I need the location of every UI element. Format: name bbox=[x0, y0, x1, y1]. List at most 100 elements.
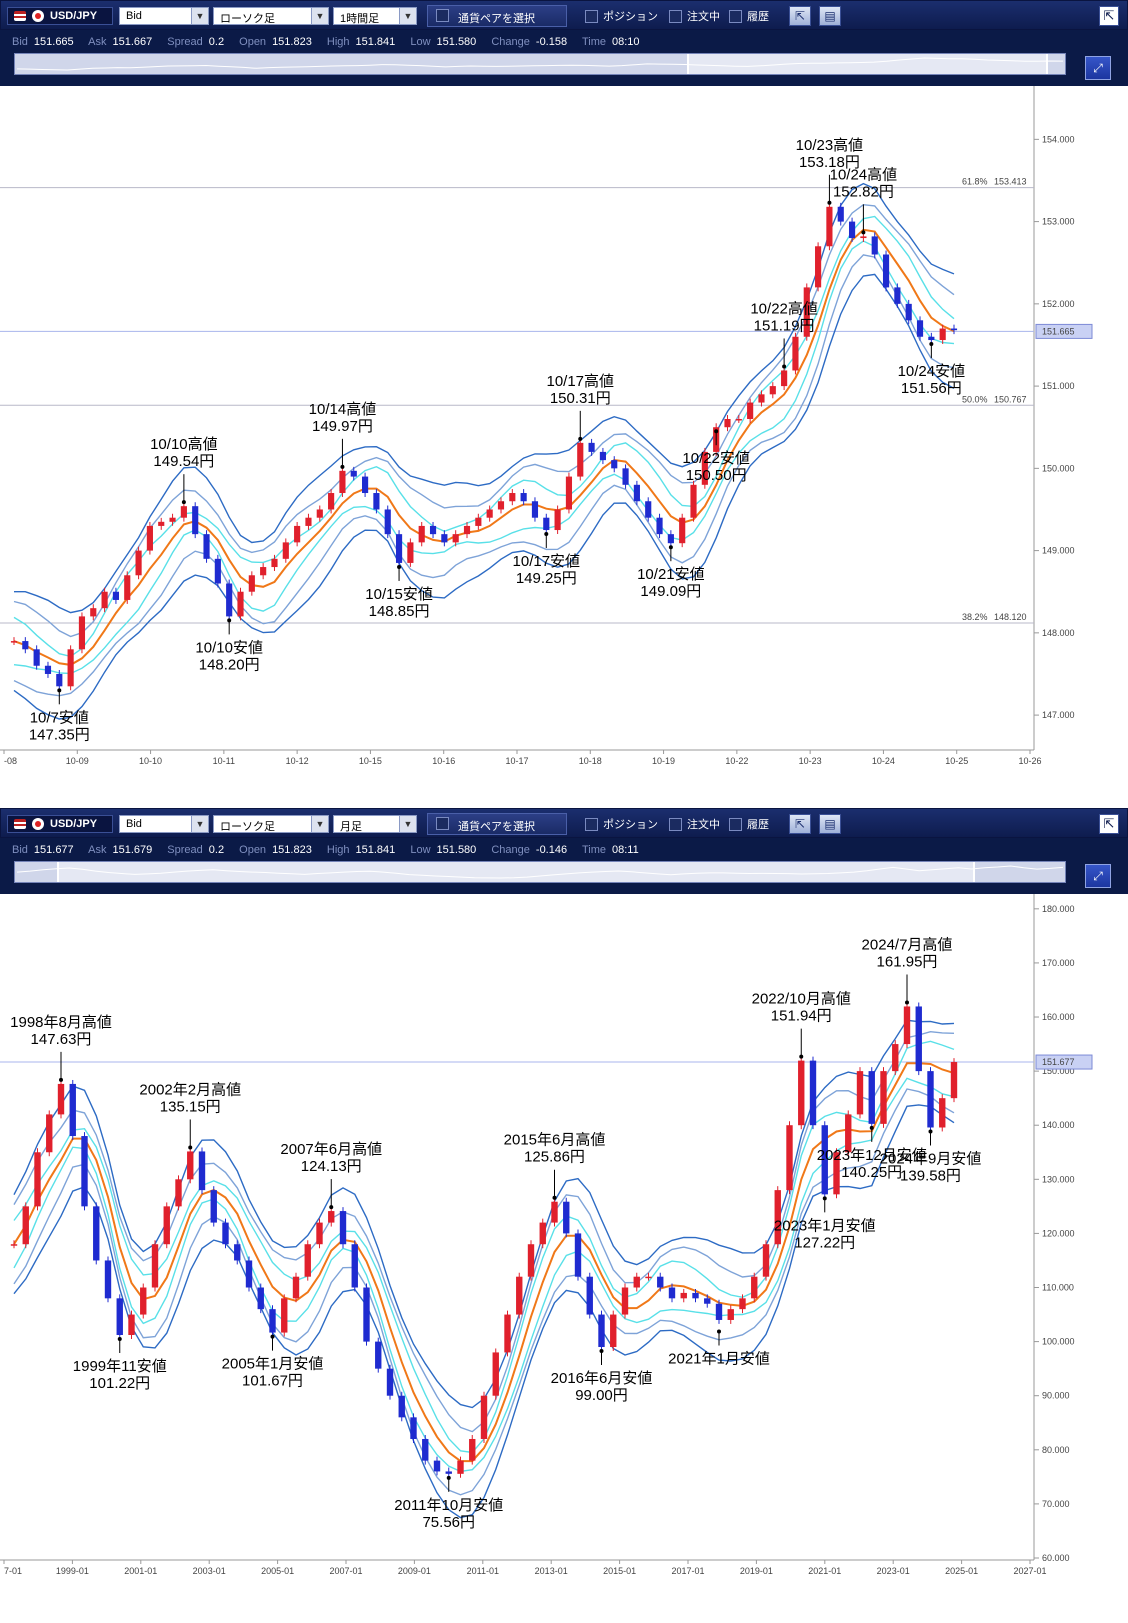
price-info-bar: Bid 151.665 Ask 151.667 Spread 0.2 Open 151.… bbox=[0, 30, 1128, 86]
zoom-expand-icon[interactable]: ⤢ bbox=[1085, 56, 1111, 80]
annotation-arrow-head bbox=[782, 364, 787, 369]
x-axis-tick-label: 2027-01 bbox=[1013, 1566, 1046, 1576]
annotation-label: 2011年10月安値 bbox=[394, 1497, 503, 1514]
y-axis-tick-label: 70.000 bbox=[1042, 1499, 1070, 1509]
position-label: ポジション bbox=[603, 819, 658, 831]
price-type-select[interactable]: Bid ▼ bbox=[119, 7, 209, 25]
currency-pair-selector[interactable]: USD/JPY bbox=[7, 815, 113, 833]
annotation-label: 1998年8月高値 bbox=[10, 1014, 112, 1031]
candle-body bbox=[101, 591, 108, 609]
candle-body bbox=[433, 1460, 441, 1472]
bollinger-band-line bbox=[13, 1104, 955, 1519]
candle-body bbox=[543, 517, 550, 531]
candle-body bbox=[520, 493, 527, 502]
annotation-label: 149.09円 bbox=[640, 583, 701, 600]
annotation-label: 124.13円 bbox=[301, 1158, 362, 1175]
select-pair-button[interactable]: 通貨ペアを選択 bbox=[427, 813, 567, 835]
navigator-window-handle[interactable] bbox=[57, 862, 975, 882]
x-axis-tick-label: 10-17 bbox=[505, 756, 528, 766]
annotation-label: 139.58円 bbox=[900, 1167, 961, 1184]
chart-type-select[interactable]: ローソク足 ▼ bbox=[213, 815, 329, 833]
candle-body bbox=[128, 1314, 135, 1336]
candle-body bbox=[701, 451, 708, 485]
chart-navigator[interactable] bbox=[14, 53, 1066, 75]
candle-body bbox=[10, 641, 18, 643]
candle-body bbox=[679, 517, 686, 544]
annotation-arrow-head bbox=[227, 618, 232, 623]
candle-body bbox=[210, 1190, 217, 1223]
chart-settings-icon[interactable]: ⇱ bbox=[789, 6, 811, 26]
candle-body bbox=[939, 328, 946, 341]
window-layout-icon[interactable]: ▤ bbox=[819, 814, 841, 834]
x-axis-tick-label: 10-19 bbox=[652, 756, 675, 766]
y-axis-tick-label: 110.000 bbox=[1042, 1283, 1074, 1293]
candle-body bbox=[815, 246, 822, 288]
spread-value: 0.2 bbox=[208, 36, 225, 48]
pair-label: USD/JPY bbox=[50, 818, 98, 830]
candle-body bbox=[363, 1287, 370, 1342]
annotation-arrow-head bbox=[270, 1334, 275, 1339]
candle-body bbox=[304, 1244, 311, 1277]
high-value: 151.841 bbox=[355, 844, 396, 856]
spread-value: 0.2 bbox=[208, 844, 225, 856]
chart-settings-icon[interactable]: ⇱ bbox=[789, 814, 811, 834]
annotation-arrow-head bbox=[822, 1196, 827, 1201]
window-layout-icon[interactable]: ▤ bbox=[819, 6, 841, 26]
price-type-select[interactable]: Bid ▼ bbox=[119, 815, 209, 833]
chevron-down-icon: ▼ bbox=[399, 8, 416, 24]
candle-body bbox=[504, 1314, 511, 1353]
candle-body bbox=[497, 501, 505, 510]
x-axis-tick-label: 1999-01 bbox=[56, 1566, 89, 1576]
history-checkbox[interactable]: 履歴 bbox=[729, 815, 783, 833]
checkbox-icon bbox=[436, 9, 449, 22]
position-checkbox[interactable]: ポジション bbox=[585, 815, 665, 833]
y-axis-tick-label: 140.000 bbox=[1042, 1120, 1075, 1130]
candle-body bbox=[90, 608, 97, 617]
timeframe-select[interactable]: 1時間足 ▼ bbox=[333, 7, 417, 25]
x-axis-tick-label: 10-15 bbox=[359, 756, 382, 766]
candle-body bbox=[457, 1460, 464, 1474]
currency-pair-selector[interactable]: USD/JPY bbox=[7, 7, 113, 25]
candle-body bbox=[69, 1083, 76, 1137]
candle-body bbox=[260, 567, 267, 576]
candle-body bbox=[269, 1309, 276, 1333]
select-pair-button[interactable]: 通貨ペアを選択 bbox=[427, 5, 567, 27]
candle-body bbox=[727, 1309, 734, 1320]
candle-body bbox=[410, 1417, 417, 1439]
annotation-label: 2023年1月安値 bbox=[774, 1217, 876, 1234]
high-label: High bbox=[326, 36, 350, 48]
candle-body bbox=[598, 1314, 605, 1348]
chart-navigator[interactable] bbox=[14, 861, 1066, 883]
x-axis-tick-label: 2021-01 bbox=[808, 1566, 841, 1576]
annotation-label: 148.85円 bbox=[369, 603, 430, 620]
bollinger-band-line bbox=[13, 273, 955, 720]
y-axis-tick-label: 180.000 bbox=[1042, 904, 1075, 914]
candle-body bbox=[305, 517, 312, 526]
timeframe-select[interactable]: 月足 ▼ bbox=[333, 815, 417, 833]
monthly-price-chart[interactable]: 60.000 70.000 80.000 90.000 100.000 110.000 12… bbox=[0, 894, 1128, 1618]
checkbox-icon bbox=[729, 10, 742, 23]
candle-body bbox=[611, 460, 618, 469]
candle-body bbox=[633, 1276, 640, 1288]
navigator-window-handle[interactable] bbox=[687, 54, 1048, 74]
history-checkbox[interactable]: 履歴 bbox=[729, 7, 783, 25]
monthly-chart-panel: USD/JPY Bid ▼ ローソク足 ▼ 月足 ▼ 通貨ペアを選択 ポジション… bbox=[0, 808, 1128, 1618]
candle-body bbox=[792, 336, 799, 371]
candle-body bbox=[769, 386, 776, 395]
candle-body bbox=[214, 558, 221, 584]
candle-body bbox=[588, 442, 595, 452]
hourly-price-chart[interactable]: 147.000 148.000 149.000 150.000 151.000 152.0… bbox=[0, 86, 1128, 808]
open-label: Open bbox=[239, 844, 267, 856]
chart-type-select[interactable]: ローソク足 ▼ bbox=[213, 7, 329, 25]
position-checkbox[interactable]: ポジション bbox=[585, 7, 665, 25]
candle-body bbox=[480, 1395, 488, 1439]
orders-checkbox[interactable]: 注文中 bbox=[669, 815, 729, 833]
orders-checkbox[interactable]: 注文中 bbox=[669, 7, 729, 25]
bollinger-band-line bbox=[13, 254, 955, 697]
collapse-arrow-icon[interactable]: ⇱ bbox=[1099, 6, 1119, 26]
price-type-value: Bid bbox=[126, 818, 142, 830]
candle-body bbox=[739, 1298, 746, 1310]
zoom-expand-icon[interactable]: ⤢ bbox=[1085, 864, 1111, 888]
annotation-label: 147.63円 bbox=[31, 1031, 92, 1048]
collapse-arrow-icon[interactable]: ⇱ bbox=[1099, 814, 1119, 834]
